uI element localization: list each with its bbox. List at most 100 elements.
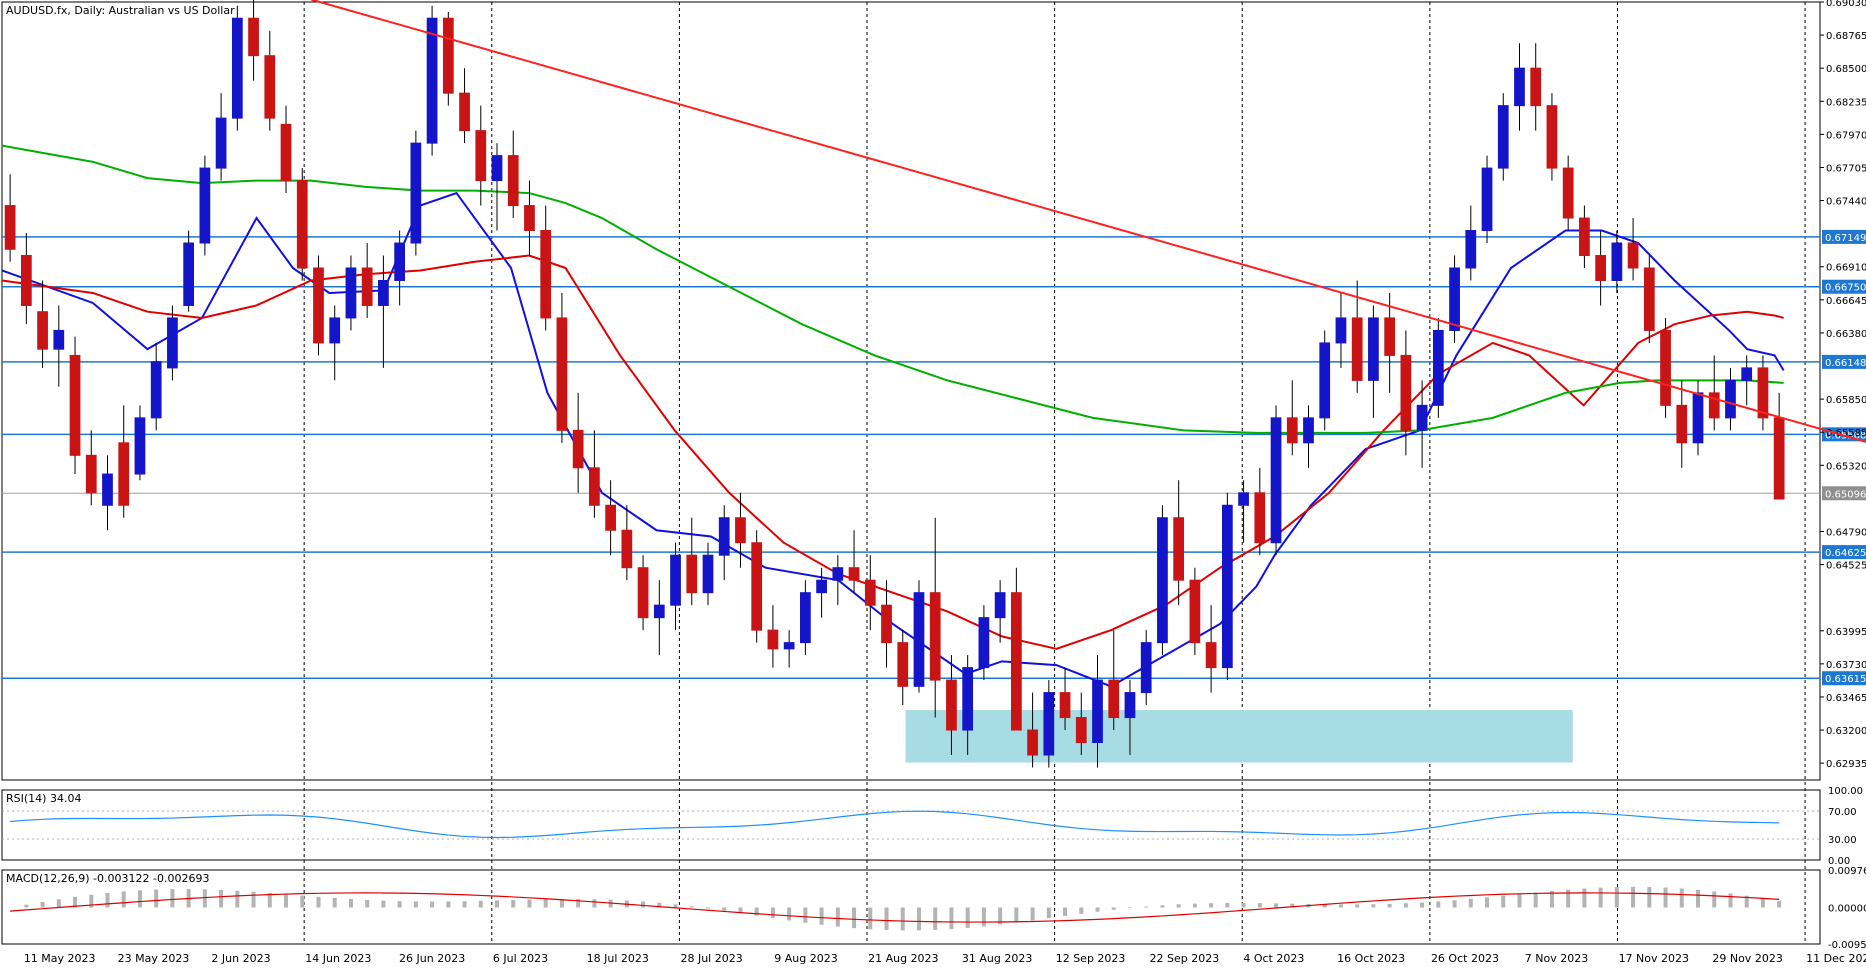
candle-body xyxy=(1270,417,1282,544)
macd-histogram-bar xyxy=(348,899,353,908)
macd-histogram-bar xyxy=(738,907,743,914)
macd-histogram-bar xyxy=(1160,905,1165,908)
macd-histogram-bar xyxy=(202,889,207,908)
macd-signal-line xyxy=(10,892,1780,923)
candle-body xyxy=(1643,267,1655,331)
price-tick-label: 0.67970 xyxy=(1826,130,1866,141)
candle-body xyxy=(1708,392,1720,419)
macd-histogram-bar xyxy=(267,893,272,908)
x-axis-label: 18 Jul 2023 xyxy=(587,952,649,965)
macd-histogram-bar xyxy=(1144,906,1149,908)
rsi-tick-label: 70.00 xyxy=(1828,807,1857,818)
candle-body xyxy=(53,329,65,350)
price-tick-label: 0.69030 xyxy=(1826,0,1866,9)
rsi-label: RSI(14) 34.04 xyxy=(6,792,81,805)
macd-histogram-bar xyxy=(754,907,759,916)
candle-body xyxy=(1481,167,1493,232)
macd-histogram-bar xyxy=(1631,886,1636,908)
candle-body xyxy=(475,130,487,182)
macd-histogram-bar xyxy=(1176,904,1181,908)
macd-histogram-bar xyxy=(397,901,402,908)
macd-histogram-bar xyxy=(722,907,727,911)
candle-body xyxy=(1757,367,1769,419)
macd-histogram-bar xyxy=(965,907,970,928)
candle-body xyxy=(1368,317,1379,381)
candle-body xyxy=(20,255,32,306)
x-axis-label: 21 Aug 2023 xyxy=(868,952,938,965)
candle-body xyxy=(1092,679,1103,744)
macd-histogram-bar xyxy=(251,891,256,908)
candle-body xyxy=(442,17,454,94)
candle-body xyxy=(864,579,876,606)
candle-body xyxy=(264,55,276,119)
x-axis-label: 26 Jun 2023 xyxy=(399,952,465,965)
macd-histogram-bar xyxy=(1598,887,1603,908)
x-axis-label: 22 Sep 2023 xyxy=(1150,952,1220,965)
macd-histogram-bar xyxy=(105,892,110,908)
candle-body xyxy=(1660,329,1671,406)
macd-histogram-bar xyxy=(576,899,581,908)
macd-histogram-bar xyxy=(495,900,500,908)
macd-histogram-bar xyxy=(559,899,564,908)
macd-histogram-bar xyxy=(543,899,548,908)
macd-histogram-bar xyxy=(689,906,694,908)
candle-body xyxy=(1400,354,1412,431)
candle-body xyxy=(816,579,827,594)
candle-body xyxy=(1741,367,1753,381)
price-tick-label: 0.63465 xyxy=(1826,693,1866,704)
macd-histogram-bar xyxy=(1338,904,1343,908)
candle-body xyxy=(1432,329,1444,406)
candle-body xyxy=(1530,67,1542,107)
macd-histogram-bar xyxy=(770,907,775,919)
macd-histogram-bar xyxy=(1127,907,1132,909)
candle-body xyxy=(459,92,470,132)
macd-tick-label: 0.000000 xyxy=(1828,903,1866,914)
candle-body xyxy=(1173,517,1185,581)
candle-body xyxy=(1303,417,1314,444)
candle-body xyxy=(572,429,584,469)
macd-histogram-bar xyxy=(235,890,240,908)
macd-histogram-bar xyxy=(1014,907,1019,923)
candle-body xyxy=(670,554,681,606)
candle-body xyxy=(507,155,519,207)
candle-body xyxy=(215,117,227,169)
candle-body xyxy=(1010,592,1022,731)
candle-body xyxy=(653,604,665,619)
macd-histogram-bar xyxy=(170,889,175,908)
macd-histogram-bar xyxy=(1046,907,1051,919)
candle-body xyxy=(296,180,308,269)
candle-body xyxy=(1157,517,1168,644)
price-tick-label: 0.67705 xyxy=(1826,163,1866,174)
macd-histogram-bar xyxy=(1030,907,1035,921)
price-tick-label: 0.63730 xyxy=(1826,660,1866,671)
level-price-label: 0.63615 xyxy=(1825,674,1866,685)
candle-body xyxy=(1416,404,1428,431)
candle-body xyxy=(199,167,211,244)
price-tick-label: 0.63995 xyxy=(1826,627,1866,638)
candle-body xyxy=(1611,242,1623,281)
candle-body xyxy=(800,592,811,644)
macd-histogram-bar xyxy=(1582,888,1587,908)
macd-histogram-bar xyxy=(1095,907,1100,912)
candle-body xyxy=(1140,642,1152,694)
price-panel-frame xyxy=(1,1,1821,781)
candle-body xyxy=(621,529,633,569)
macd-histogram-bar xyxy=(1371,904,1376,908)
candle-body xyxy=(702,554,714,594)
trendline xyxy=(310,0,1866,443)
level-price-label: 0.66750 xyxy=(1825,283,1866,294)
macd-histogram-bar xyxy=(1079,907,1084,914)
level-price-tag xyxy=(1822,671,1866,686)
x-axis-label: 2 Jun 2023 xyxy=(211,952,270,965)
candle-body xyxy=(848,567,860,581)
x-axis-label: 29 Nov 2023 xyxy=(1712,952,1782,965)
candle-body xyxy=(637,567,649,619)
macd-histogram-bar xyxy=(1501,895,1506,908)
macd-histogram-bar xyxy=(900,907,905,931)
candle-body xyxy=(913,592,925,687)
price-tick-label: 0.65850 xyxy=(1826,395,1866,406)
candle-body xyxy=(767,629,779,650)
macd-histogram-bar xyxy=(592,899,597,908)
